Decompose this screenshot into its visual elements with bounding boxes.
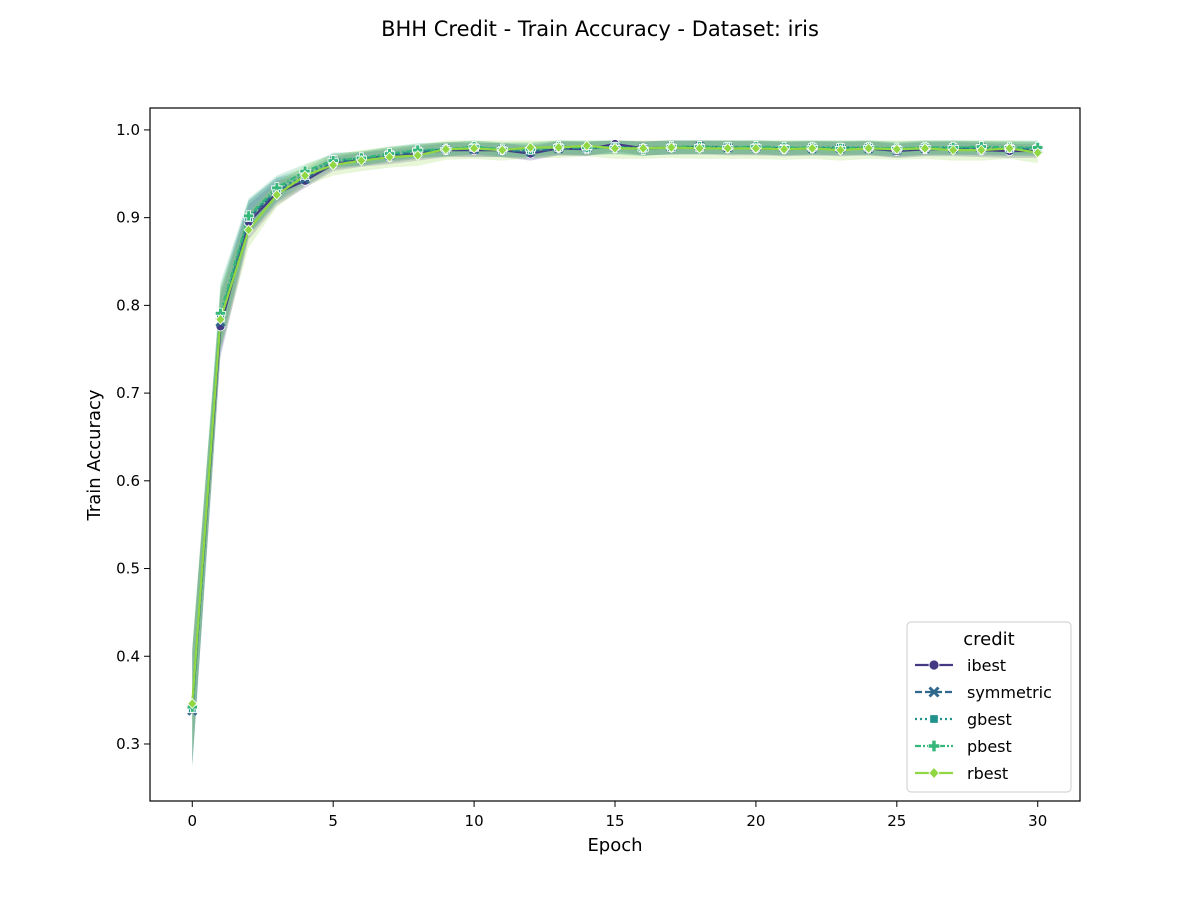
chart-title: BHH Credit - Train Accuracy - Dataset: i… — [381, 17, 819, 41]
legend-marker-rbest — [928, 766, 940, 780]
marker-rbest-19 — [722, 142, 733, 154]
marker-rbest-23 — [835, 144, 846, 156]
y-tick-label-0.5: 0.5 — [116, 560, 140, 578]
marker-rbest-2 — [243, 224, 254, 236]
marker-rbest-15 — [609, 142, 621, 154]
marker-rbest-6 — [356, 155, 367, 167]
marker-rbest-28 — [976, 144, 987, 156]
y-tick-label-0.3: 0.3 — [116, 735, 140, 753]
legend-marker-ibest — [928, 659, 940, 671]
legend-item-symmetric: symmetric — [915, 683, 1052, 702]
legend-marker-symmetric — [928, 686, 940, 698]
x-tick-label-30: 30 — [1028, 812, 1047, 830]
marker-rbest-1 — [215, 313, 226, 325]
marker-rbest-26 — [919, 142, 931, 154]
line-rbest — [191, 144, 1038, 704]
marker-rbest-20 — [750, 142, 761, 154]
legend-item-ibest: ibest — [915, 656, 1006, 675]
marker-rbest-27 — [948, 144, 959, 156]
marker-rbest-14 — [581, 140, 592, 152]
legend-label-pbest: pbest — [967, 737, 1012, 756]
x-tick-label-25: 25 — [887, 812, 906, 830]
marker-rbest-0 — [187, 698, 198, 710]
x-tick-label-10: 10 — [465, 812, 484, 830]
y-axis-ticks: 0.3 0.4 0.5 0.6 0.7 0.8 0.9 1.0 — [116, 121, 150, 753]
legend-item-pbest: pbest — [915, 737, 1012, 756]
marker-rbest-13 — [553, 141, 564, 154]
legend-label-symmetric: symmetric — [967, 683, 1052, 702]
x-tick-label-20: 20 — [746, 812, 765, 830]
marker-rbest-12 — [525, 141, 536, 154]
legend-marker-gbest — [929, 714, 939, 724]
series-markers — [186, 139, 1044, 716]
marker-rbest-21 — [779, 143, 790, 155]
legend-item-rbest: rbest — [915, 764, 1008, 783]
x-axis-ticks: 0 5 10 15 20 25 30 — [187, 801, 1047, 830]
marker-rbest-4 — [299, 170, 311, 182]
legend: credit ibest symmetric gbest pbest rbest — [906, 621, 1072, 793]
x-tick-label-5: 5 — [328, 812, 338, 830]
marker-rbest-17 — [666, 141, 677, 154]
y-tick-label-0.9: 0.9 — [116, 209, 140, 227]
marker-rbest-8 — [412, 149, 423, 161]
y-tick-label-0.4: 0.4 — [116, 647, 140, 665]
band-ibest — [192, 140, 1038, 764]
y-tick-label-0.8: 0.8 — [116, 296, 140, 314]
legend-label-rbest: rbest — [967, 764, 1008, 783]
marker-rbest-18 — [694, 142, 705, 154]
x-axis-label: Epoch — [587, 835, 642, 856]
marker-rbest-25 — [891, 143, 902, 155]
marker-rbest-16 — [638, 142, 649, 154]
x-tick-label-15: 15 — [605, 812, 624, 830]
marker-rbest-24 — [863, 142, 874, 154]
legend-marker-pbest — [927, 739, 941, 753]
marker-rbest-5 — [328, 159, 339, 171]
marker-rbest-10 — [469, 142, 480, 154]
y-tick-label-1: 1.0 — [116, 121, 140, 139]
marker-rbest-22 — [807, 142, 818, 154]
marker-rbest-11 — [497, 144, 508, 156]
marker-rbest-7 — [384, 151, 395, 163]
marker-rbest-30 — [1032, 147, 1043, 159]
legend-item-gbest: gbest — [915, 710, 1012, 729]
y-axis-label: Train Accuracy — [84, 389, 105, 521]
marker-pbest-2 — [243, 210, 255, 222]
legend-label-ibest: ibest — [967, 656, 1006, 675]
legend-title: credit — [963, 629, 1014, 650]
y-tick-label-0.7: 0.7 — [116, 384, 140, 402]
marker-rbest-3 — [271, 189, 282, 201]
y-tick-label-0.6: 0.6 — [116, 472, 140, 490]
confidence-bands — [192, 140, 1038, 768]
marker-rbest-29 — [1004, 142, 1015, 154]
band-rbest — [192, 140, 1038, 761]
marker-rbest-9 — [440, 143, 451, 155]
legend-label-gbest: gbest — [967, 710, 1012, 729]
x-tick-label-0: 0 — [187, 812, 197, 830]
